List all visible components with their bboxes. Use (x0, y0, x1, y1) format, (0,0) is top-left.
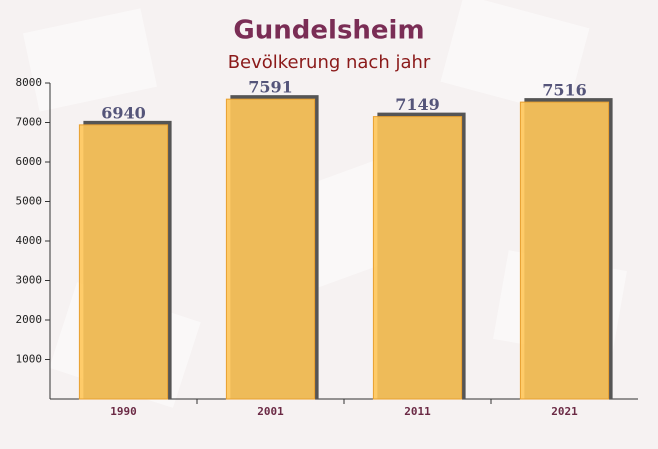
chart-subtitle: Bevölkerung nach jahr (228, 52, 431, 73)
value-label: 7516 (542, 81, 587, 100)
y-tick-label: 4000 (16, 234, 43, 247)
bar (372, 116, 463, 400)
y-tick-label: 5000 (16, 195, 43, 208)
y-tick-label: 6000 (16, 155, 43, 168)
x-tick-label: 1990 (110, 405, 137, 418)
bar (519, 101, 610, 400)
x-tick-label: 2001 (257, 405, 284, 418)
bar (225, 98, 316, 400)
y-tick-label: 7000 (16, 116, 43, 129)
y-tick-label: 2000 (16, 313, 43, 326)
value-label: 7149 (395, 95, 440, 114)
y-tick-label: 1000 (16, 353, 43, 366)
y-tick-label: 8000 (16, 76, 43, 89)
value-label: 7591 (248, 78, 293, 97)
bar (78, 124, 169, 400)
x-tick-label: 2021 (551, 405, 578, 418)
value-label: 6940 (101, 103, 146, 122)
chart-title: Gundelsheim (233, 16, 424, 46)
y-tick-label: 3000 (16, 274, 43, 287)
x-tick-label: 2011 (404, 405, 431, 418)
